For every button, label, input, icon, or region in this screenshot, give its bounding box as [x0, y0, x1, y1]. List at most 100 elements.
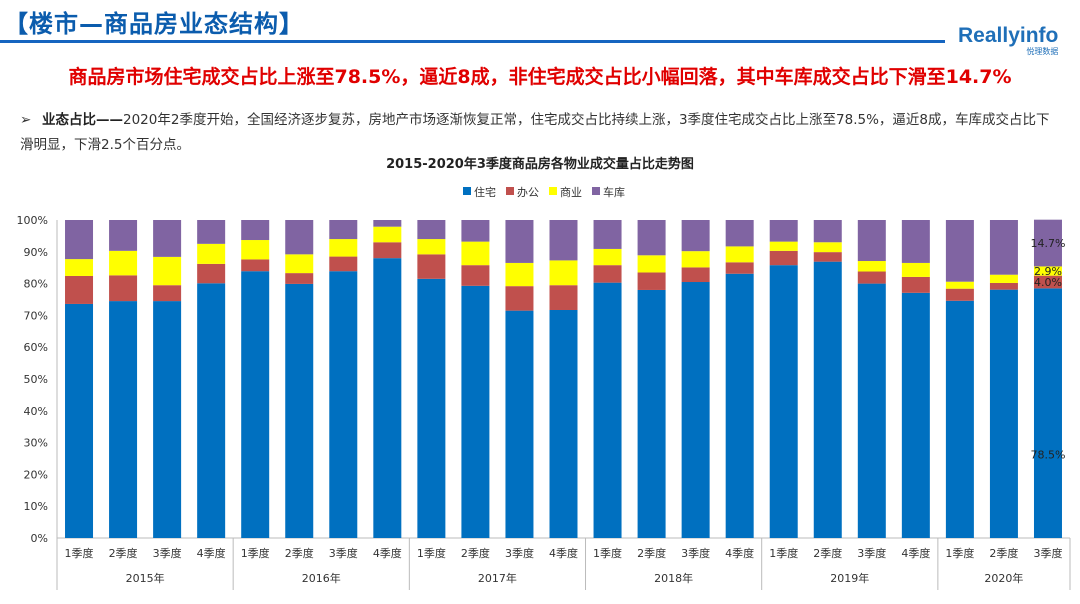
bar-商业-15 [725, 246, 754, 263]
quarter-label: 4季度 [197, 546, 226, 560]
quarter-label: 4季度 [901, 546, 930, 560]
legend-label-1: 办公 [517, 186, 539, 199]
logo-text: Reallyinfo [958, 24, 1059, 47]
bar-车库-17 [813, 220, 842, 243]
bar-商业-10 [505, 262, 534, 287]
y-tick-label: 30% [24, 437, 48, 450]
bar-商业-14 [681, 251, 710, 268]
bar-车库-8 [417, 220, 446, 240]
bar-办公-21 [989, 282, 1018, 290]
bar-住宅-12 [593, 282, 622, 538]
bar-办公-2 [153, 285, 182, 302]
bar-住宅-0 [65, 303, 94, 538]
data-label-办公: 4.0% [1034, 276, 1062, 289]
legend-label-0: 住宅 [474, 185, 496, 199]
bar-办公-0 [65, 275, 94, 304]
year-label: 2019年 [830, 571, 869, 585]
quarter-label: 1季度 [65, 546, 94, 560]
bar-商业-19 [901, 262, 930, 277]
bar-住宅-16 [769, 265, 798, 538]
y-tick-label: 20% [24, 468, 48, 481]
bar-车库-20 [945, 220, 974, 282]
chart-title: 2015-2020年3季度商品房各物业成交量占比走势图 [386, 156, 694, 172]
bar-住宅-8 [417, 278, 446, 538]
year-label: 2017年 [478, 571, 517, 585]
y-tick-label: 50% [24, 373, 48, 386]
quarter-label: 1季度 [945, 546, 974, 560]
quarter-label: 1季度 [593, 546, 622, 560]
bar-办公-9 [461, 265, 490, 286]
bar-商业-4 [241, 240, 270, 260]
bar-商业-13 [637, 255, 666, 273]
data-label-车库: 14.7% [1031, 237, 1066, 250]
bar-商业-1 [109, 250, 138, 276]
y-tick-label: 60% [24, 341, 48, 354]
bar-住宅-14 [681, 282, 710, 538]
quarter-label: 4季度 [549, 546, 578, 560]
bar-住宅-9 [461, 285, 490, 538]
bar-住宅-22 [1033, 288, 1062, 538]
bar-办公-16 [769, 250, 798, 266]
bar-商业-5 [285, 254, 314, 274]
logo-subtext: 悦理数据 [1026, 47, 1059, 56]
bar-商业-8 [417, 239, 446, 255]
bar-办公-14 [681, 267, 710, 283]
bar-车库-9 [461, 220, 490, 242]
bar-住宅-10 [505, 310, 534, 538]
bar-住宅-7 [373, 258, 402, 538]
legend-swatch-1 [506, 187, 514, 195]
y-tick-label: 80% [24, 278, 48, 291]
bar-办公-13 [637, 272, 666, 290]
bar-商业-17 [813, 242, 842, 253]
reallyinfo-logo: Reallyinfo 悦理数据 [958, 24, 1058, 57]
year-label: 2018年 [654, 571, 693, 585]
legend-swatch-2 [549, 187, 557, 195]
bar-办公-3 [197, 263, 226, 284]
bar-办公-1 [109, 275, 138, 302]
bar-车库-2 [153, 220, 182, 257]
bar-住宅-13 [637, 289, 666, 538]
legend-swatch-0 [463, 187, 471, 195]
bullet-paragraph: ➢ 业态占比——2020年2季度开始，全国经济逐步复苏，房地产市场逐渐恢复正常，住… [20, 108, 1060, 158]
y-tick-label: 0% [31, 532, 48, 545]
bar-商业-6 [329, 239, 358, 257]
bar-住宅-4 [241, 271, 270, 538]
year-label: 2020年 [984, 571, 1023, 585]
bar-商业-3 [197, 243, 226, 264]
y-tick-label: 10% [24, 500, 48, 513]
bar-车库-13 [637, 220, 666, 256]
bar-车库-21 [989, 220, 1018, 275]
bar-车库-10 [505, 220, 534, 263]
y-tick-label: 90% [24, 246, 48, 259]
bar-住宅-20 [945, 300, 974, 538]
bar-办公-10 [505, 286, 534, 311]
bar-商业-16 [769, 241, 798, 251]
quarter-label: 3季度 [681, 546, 710, 560]
quarter-label: 3季度 [505, 546, 534, 560]
bar-办公-4 [241, 259, 270, 272]
bar-车库-12 [593, 220, 622, 249]
year-label: 2015年 [126, 571, 165, 585]
bar-车库-16 [769, 220, 798, 242]
bar-办公-11 [549, 285, 578, 310]
data-label-住宅: 78.5% [1031, 449, 1066, 462]
bar-商业-22 [1033, 266, 1062, 276]
quarter-label: 1季度 [769, 546, 798, 560]
bar-车库-1 [109, 220, 138, 251]
quarter-label: 2季度 [109, 546, 138, 560]
bar-办公-5 [285, 273, 314, 284]
bar-车库-5 [285, 220, 314, 255]
y-tick-label: 100% [17, 214, 48, 227]
bar-办公-8 [417, 254, 446, 279]
bar-商业-18 [857, 261, 886, 272]
bar-车库-15 [725, 220, 754, 247]
bar-办公-12 [593, 265, 622, 283]
bar-商业-21 [989, 274, 1018, 283]
bar-住宅-21 [989, 289, 1018, 538]
bar-车库-7 [373, 220, 402, 227]
bar-商业-11 [549, 260, 578, 286]
bar-商业-9 [461, 241, 490, 266]
bar-车库-6 [329, 220, 358, 240]
bar-车库-19 [901, 220, 930, 263]
